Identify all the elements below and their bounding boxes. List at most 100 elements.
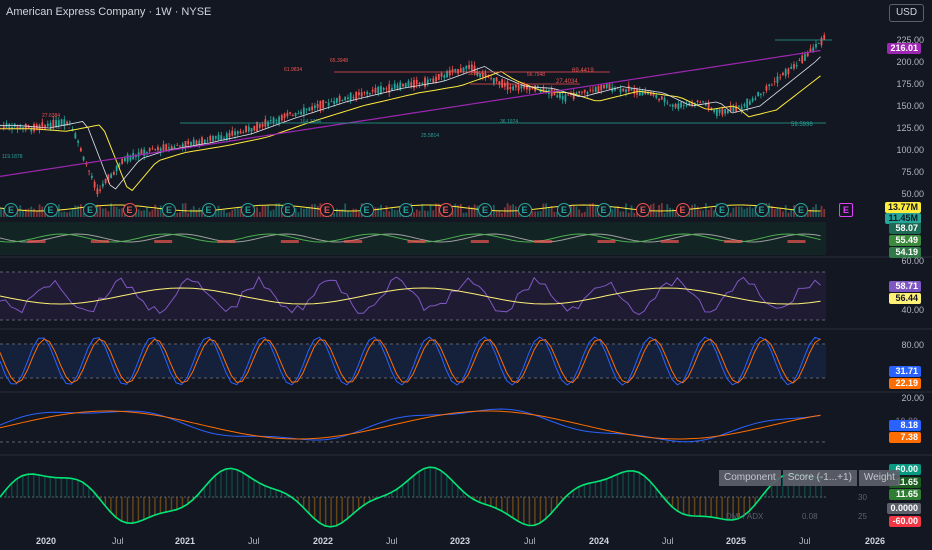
earnings-icon[interactable]: E (122, 203, 137, 217)
score-bar (556, 497, 558, 509)
macd-line (0, 408, 821, 443)
earnings-icon[interactable]: E (320, 203, 334, 217)
earnings-icon[interactable]: E (794, 203, 808, 217)
earnings-icon[interactable]: E (83, 203, 97, 217)
earnings-icon[interactable]: E (675, 203, 690, 217)
volume-bar (806, 212, 809, 217)
score-bar (126, 497, 129, 524)
volume-bar (294, 208, 297, 217)
volume-bar (302, 208, 305, 217)
earnings-icon[interactable]: E (241, 203, 255, 217)
rsi-ma-badge: 56.44 (889, 293, 921, 304)
volume-bar (732, 207, 735, 217)
earnings-icon[interactable]: E (438, 203, 453, 217)
score-bar (803, 475, 806, 498)
earnings-icon[interactable]: E (359, 203, 374, 217)
volume-bar (305, 207, 308, 217)
score-bar (462, 491, 465, 498)
candle-body (294, 113, 297, 116)
earnings-icon[interactable]: E (162, 203, 176, 217)
volume-bar (735, 206, 738, 217)
volume-bar (344, 203, 347, 217)
earnings-icon[interactable]: E (399, 203, 413, 217)
pane2-marker (470, 240, 489, 243)
candle-body (795, 64, 798, 67)
price-annotation: 59.5936 (791, 122, 813, 128)
earnings-icon[interactable]: E (715, 203, 729, 217)
candle-body (572, 92, 575, 100)
score-bar (203, 487, 206, 498)
volume-bar (396, 210, 399, 217)
candle-body (327, 102, 330, 106)
earnings-icon[interactable]: E (557, 203, 571, 217)
candle-body (418, 82, 421, 85)
candle-body (641, 90, 644, 96)
score-bar (93, 491, 96, 498)
candle-body (319, 100, 322, 111)
candle-body (779, 77, 782, 79)
candle-body (432, 78, 435, 83)
candle-body (817, 42, 820, 44)
candle-body (212, 136, 214, 142)
earnings-icon[interactable]: E (280, 203, 295, 217)
future-earnings-icon[interactable]: E (839, 203, 853, 217)
candle-body (115, 166, 118, 172)
volume-bar (429, 204, 432, 217)
volume-bar (671, 208, 674, 217)
score-bar (357, 497, 360, 511)
volume-bar (275, 203, 278, 217)
earnings-icon[interactable]: E (596, 203, 611, 217)
candle-body (517, 85, 520, 91)
volume-bar (82, 212, 85, 217)
earnings-icon[interactable]: E (478, 203, 492, 217)
score-bar (523, 497, 525, 525)
score-bar (247, 475, 250, 498)
candle-body (424, 77, 426, 87)
candle-body (658, 98, 660, 101)
volume-bar (498, 210, 501, 217)
candle-body (195, 140, 198, 147)
earnings-icon[interactable]: E (43, 203, 58, 217)
volume-bar (669, 207, 671, 217)
time-axis-label: Jul (112, 536, 124, 546)
score-bar (170, 497, 173, 512)
candle-body (176, 145, 179, 146)
earnings-icon[interactable]: E (636, 203, 650, 217)
volume-bar (663, 212, 666, 217)
volume-bar (737, 206, 740, 217)
currency-button[interactable]: USD (889, 4, 924, 22)
earnings-icon[interactable]: E (4, 203, 18, 217)
score-bar (264, 485, 266, 498)
candle-body (798, 59, 801, 61)
time-axis-label: 2021 (175, 536, 196, 546)
volume-bar (790, 209, 793, 217)
candle-body (809, 48, 812, 53)
earnings-icon[interactable]: E (517, 203, 532, 217)
candle-body (157, 146, 159, 151)
candle-body (52, 119, 55, 128)
candle-body (751, 98, 754, 102)
score-badge: 60.00 (889, 464, 921, 475)
rsi-badge: 58.71 (889, 281, 921, 292)
volume-bar (258, 212, 261, 217)
candle-body (749, 101, 751, 105)
earnings-icon[interactable]: E (201, 203, 216, 217)
score-bar (176, 497, 178, 511)
candle-body (581, 91, 583, 93)
candle-body (151, 148, 154, 149)
volume-bar (768, 203, 771, 217)
score-bar (473, 497, 476, 500)
earnings-icon[interactable]: E (754, 203, 769, 217)
score-bar (479, 497, 481, 503)
stoch-k-badge: 31.71 (889, 366, 921, 377)
candle-body (614, 87, 616, 91)
score-bar (666, 497, 668, 502)
pane2-badge: 58.07 (889, 223, 921, 234)
candle-body (104, 178, 107, 184)
macd-signal-line (0, 410, 821, 440)
score-bar (308, 497, 310, 514)
volume-bar (118, 208, 121, 217)
candle-body (55, 120, 57, 127)
score-bar (60, 477, 63, 498)
